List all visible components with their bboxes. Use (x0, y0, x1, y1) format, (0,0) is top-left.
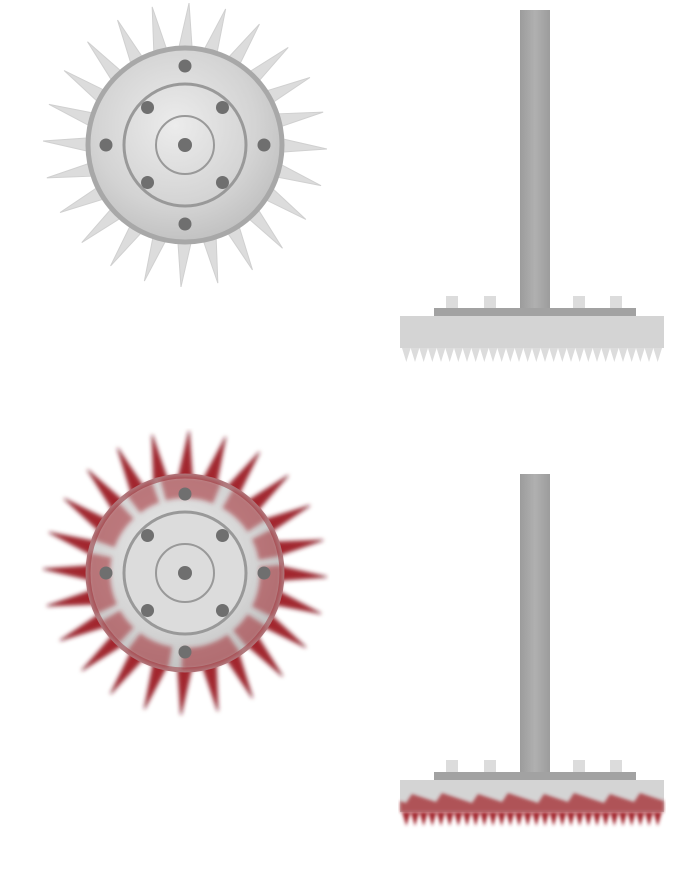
rake-tooth (601, 348, 610, 362)
rake-tooth (488, 812, 498, 826)
rake-tooth (462, 812, 472, 826)
saw-bolt (215, 175, 229, 189)
rake-tooth (410, 348, 420, 362)
rake-tooth (445, 812, 454, 826)
saw-hub-ring (155, 115, 215, 175)
rake-tooth (402, 812, 411, 826)
rake-tooth (627, 812, 636, 826)
rake-tooth (480, 348, 489, 362)
rake-tooth (471, 812, 480, 826)
rake-bar (400, 316, 664, 348)
rake-tooth (653, 812, 662, 826)
rake-tooth (549, 348, 558, 362)
rake-tooth (402, 348, 411, 362)
rake-tooth (575, 348, 584, 362)
rake-tooth (454, 812, 463, 826)
rake-tooth (436, 348, 446, 362)
saw-bolt (178, 217, 192, 231)
saw-blade-clean (42, 2, 328, 288)
rake-tooth (419, 812, 428, 826)
blood-rim (88, 476, 282, 670)
rake-tooth (566, 348, 576, 362)
saw-bolt (215, 529, 229, 543)
rake-tooth (575, 812, 584, 826)
rake-tooth (523, 812, 532, 826)
rake-saw-bloody (400, 474, 664, 826)
saw-center-bolt (178, 566, 192, 580)
rake-tooth (514, 348, 524, 362)
rake-tooth (471, 348, 480, 362)
saw-bolts (99, 487, 271, 659)
rake-tooth (436, 812, 446, 826)
saw-bolt (215, 603, 229, 617)
rake-tooth (445, 348, 454, 362)
rake-tooth (428, 812, 437, 826)
saw-bolt (141, 175, 155, 189)
saw-bolt (141, 603, 155, 617)
rake-tooth (558, 348, 567, 362)
saw-bolt (257, 566, 271, 580)
saw-bolt (99, 138, 113, 152)
rake-tooth (540, 812, 550, 826)
rake-tooth (506, 812, 515, 826)
rake-tooth (506, 348, 515, 362)
rake-tooth (592, 812, 602, 826)
rake-tooth (601, 812, 610, 826)
rake-tooth (514, 812, 524, 826)
saw-inner-ring (122, 82, 248, 208)
rake-tooth (636, 348, 645, 362)
rake-teeth-bloody (402, 812, 662, 826)
rake-tooth (558, 812, 567, 826)
rake-saw-clean (400, 10, 664, 362)
saw-bolt (257, 138, 271, 152)
blood-streak (400, 793, 664, 812)
rake-pole (520, 474, 550, 774)
rake-tooth (627, 348, 636, 362)
rake-tooth (636, 812, 645, 826)
rake-tooth (488, 348, 498, 362)
saw-bolt (178, 487, 192, 501)
rake-blood-splatter (400, 793, 664, 812)
saw-hub-ring (155, 543, 215, 603)
rake-tooth (566, 812, 576, 826)
saw-inner-ring (122, 510, 248, 636)
rake-tooth (610, 812, 619, 826)
rake-tooth (497, 812, 506, 826)
saw-bolt (141, 529, 155, 543)
rake-pole (520, 10, 550, 310)
rake-tooth (618, 812, 628, 826)
rake-tooth (419, 348, 428, 362)
rake-tooth (480, 812, 489, 826)
saw-center-bolt (178, 138, 192, 152)
saw-bolt (178, 59, 192, 73)
rake-tooth (540, 348, 550, 362)
rake-plate (434, 308, 636, 316)
rake-tooth (644, 812, 654, 826)
rake-tooth (584, 812, 593, 826)
rake-tooth (497, 348, 506, 362)
rake-tooth (410, 812, 420, 826)
rake-tooth (618, 348, 628, 362)
rake-tooth (462, 348, 472, 362)
rake-tooth (428, 348, 437, 362)
saw-bolt (141, 101, 155, 115)
rake-tooth (549, 812, 558, 826)
saw-bolt (215, 101, 229, 115)
saw-bolts (99, 59, 271, 231)
rake-plate (434, 772, 636, 780)
rake-tooth (532, 812, 541, 826)
rake-teeth (402, 348, 662, 362)
rake-tooth (644, 348, 654, 362)
rake-tooth (653, 348, 662, 362)
rake-tooth (592, 348, 602, 362)
saw-bolt (99, 566, 113, 580)
rake-tooth (532, 348, 541, 362)
saw-blade-bloody (42, 430, 328, 716)
rake-tooth (523, 348, 532, 362)
saw-bolt (178, 645, 192, 659)
rake-tooth (610, 348, 619, 362)
rake-tooth (584, 348, 593, 362)
rake-tooth (454, 348, 463, 362)
